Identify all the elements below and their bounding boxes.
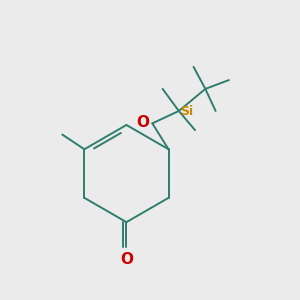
Text: O: O: [120, 253, 133, 268]
Text: O: O: [136, 115, 149, 130]
Text: Si: Si: [180, 105, 193, 118]
